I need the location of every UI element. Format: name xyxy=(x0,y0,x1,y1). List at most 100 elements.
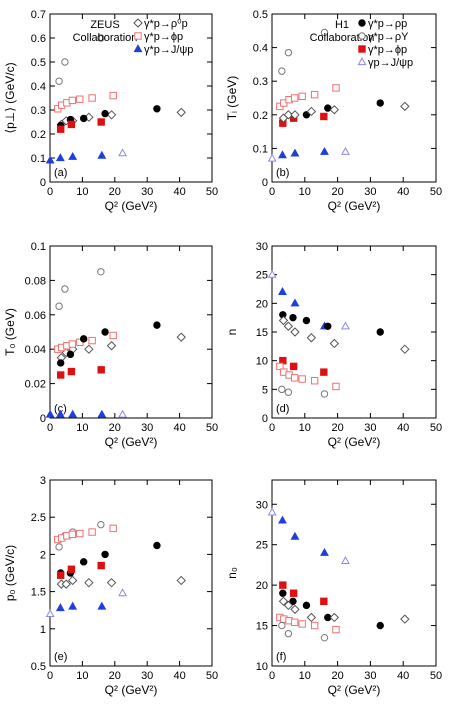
series xyxy=(45,588,128,618)
data-point xyxy=(310,621,319,630)
data-point xyxy=(101,550,109,559)
x-tick-label: 10 xyxy=(299,670,311,682)
data-point xyxy=(109,91,117,100)
series xyxy=(45,409,107,418)
x-tick-label: 50 xyxy=(430,186,442,198)
data-point xyxy=(324,104,332,112)
panel-a: 0 10 20 30 40 50 0 0.1 0.2 0.3 0.4 0.5 0.6 0.7 Q² (GeV… xyxy=(3,9,218,213)
data-point xyxy=(101,328,109,336)
data-point xyxy=(400,101,410,112)
data-point xyxy=(289,313,297,322)
y-tick-label: 0.08 xyxy=(25,275,46,287)
data-point xyxy=(118,409,128,418)
y-tick-label: 0.02 xyxy=(25,379,46,391)
y-tick-label: 0 xyxy=(40,413,46,425)
series xyxy=(276,84,340,111)
data-point xyxy=(97,118,105,126)
y-tick-label: 0.06 xyxy=(25,310,46,322)
series xyxy=(267,269,350,330)
data-point xyxy=(306,333,317,343)
series xyxy=(279,589,384,630)
data-point xyxy=(66,350,75,359)
x-tick-label: 10 xyxy=(76,670,88,682)
data-point xyxy=(88,94,96,102)
data-point xyxy=(278,385,286,394)
data-point xyxy=(329,105,340,115)
data-point xyxy=(278,150,287,159)
legend-label: γ*p→ρp xyxy=(368,18,407,30)
panel-label: (a) xyxy=(54,167,67,179)
legend-entry: γ*p→ϕp xyxy=(134,31,183,43)
y-tick-label: 0 xyxy=(262,413,268,425)
data-point xyxy=(55,77,63,85)
x-tick-label: 40 xyxy=(173,422,185,434)
data-point xyxy=(332,382,340,391)
series xyxy=(55,34,105,85)
panel-label: (c) xyxy=(54,403,67,415)
series xyxy=(278,101,410,123)
data-point xyxy=(290,531,300,540)
data-point xyxy=(176,575,186,586)
data-point xyxy=(320,633,329,642)
plot-frame xyxy=(49,13,213,183)
data-point xyxy=(153,105,161,113)
data-point xyxy=(279,589,287,597)
series xyxy=(279,311,384,336)
x-tick-label: 20 xyxy=(331,422,343,434)
x-tick-label: 30 xyxy=(141,422,153,434)
y-tick-label: 0.6 xyxy=(31,33,46,45)
series xyxy=(278,287,329,330)
legend-label: γp→J/ψp xyxy=(368,57,413,69)
data-point xyxy=(376,328,384,336)
series xyxy=(55,268,105,310)
data-point xyxy=(79,558,88,566)
data-point xyxy=(267,507,277,516)
x-tick-label: 40 xyxy=(173,186,185,198)
y-axis-label: Tᵢ (GeV) xyxy=(225,76,239,121)
legend-entry: γ*p→ϕp xyxy=(358,44,407,56)
data-point xyxy=(358,32,366,40)
data-point xyxy=(290,94,299,102)
y-tick-label: 0.4 xyxy=(253,43,268,55)
series xyxy=(56,561,105,579)
data-point xyxy=(283,600,294,611)
y-axis-label: n xyxy=(225,329,239,336)
y-tick-label: 25 xyxy=(256,270,268,282)
x-axis-label: Q² (GeV²) xyxy=(105,199,158,213)
y-tick-label: 0.3 xyxy=(31,105,46,117)
data-point xyxy=(67,120,76,129)
legend-entry: γ*p→ρp xyxy=(358,18,407,30)
x-tick-label: 40 xyxy=(173,670,185,682)
series xyxy=(56,118,105,133)
x-tick-label: 0 xyxy=(47,670,53,682)
series xyxy=(56,107,186,130)
y-tick-label: 0.4 xyxy=(31,81,46,93)
data-point xyxy=(332,625,340,634)
series xyxy=(56,321,161,367)
data-point xyxy=(61,579,71,589)
data-point xyxy=(320,597,328,606)
x-axis-label: Q² (GeV²) xyxy=(328,199,381,213)
legend-entry: γ*p→ρY xyxy=(358,31,409,43)
data-point xyxy=(278,67,286,75)
data-point xyxy=(67,575,78,586)
data-point xyxy=(283,110,294,120)
legend-label: γ*p→ϕp xyxy=(144,31,183,43)
data-point xyxy=(358,45,366,53)
x-tick-label: 50 xyxy=(206,422,218,434)
data-point xyxy=(97,601,107,610)
plot-frame xyxy=(271,479,437,667)
data-point xyxy=(109,331,117,340)
series xyxy=(278,28,329,75)
x-tick-label: 20 xyxy=(331,670,343,682)
data-point xyxy=(278,596,289,607)
y-tick-label: 0.1 xyxy=(253,143,268,155)
y-tick-label: 10 xyxy=(256,356,268,368)
data-point xyxy=(267,269,277,278)
data-point xyxy=(45,409,55,418)
data-point xyxy=(298,620,306,628)
data-point xyxy=(68,601,78,610)
series xyxy=(267,507,350,565)
data-point xyxy=(55,302,63,310)
data-point xyxy=(106,341,117,351)
